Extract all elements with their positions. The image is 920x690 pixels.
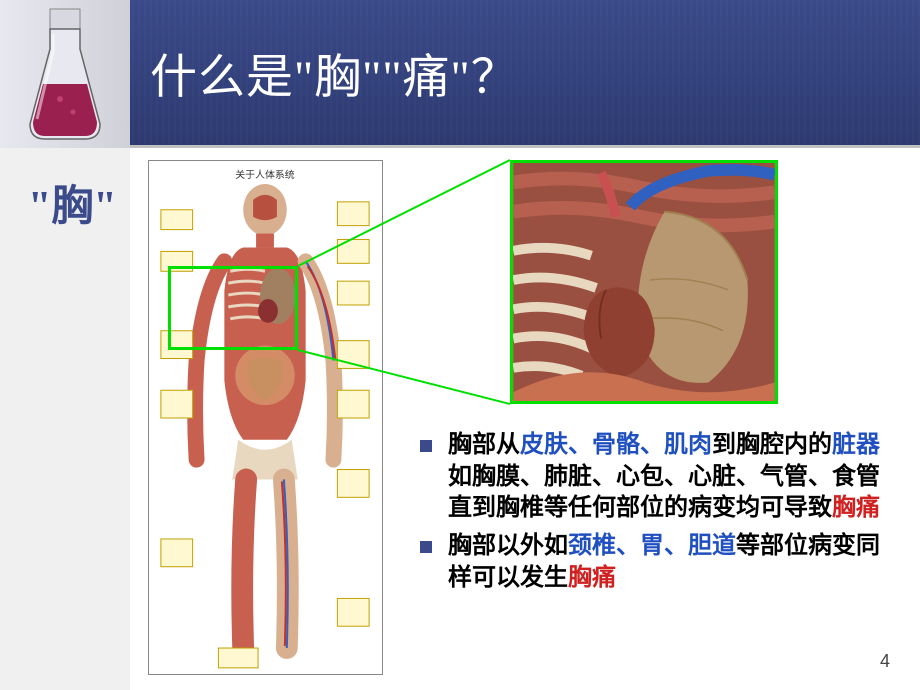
highlight-source-box: [168, 266, 298, 350]
flask-image-area: [0, 0, 130, 148]
slide-title: 什么是"胸""痛"？: [150, 38, 519, 107]
zoom-chest-svg: [513, 163, 775, 401]
slide-header: 什么是"胸""痛"？: [0, 0, 920, 148]
bullet-list: 胸部从皮肤、骨骼、肌肉到胸腔内的脏器如胸膜、肺脏、心包、心脏、气管、食管直到胸椎…: [420, 430, 900, 600]
anatomy-body-figure: 关于人体系统: [148, 160, 383, 675]
bullet-item: 胸部从皮肤、骨骼、肌肉到胸腔内的脏器如胸膜、肺脏、心包、心脏、气管、食管直到胸椎…: [420, 430, 900, 525]
bullet-text-1: 胸部从皮肤、骨骼、肌肉到胸腔内的脏器如胸膜、肺脏、心包、心脏、气管、食管直到胸椎…: [448, 430, 900, 525]
chest-label: "胸": [28, 172, 117, 233]
anatomy-title: 关于人体系统: [235, 168, 295, 181]
bullet-text-2: 胸部以外如颈椎、胃、胆道等部位病变同样可以发生胸痛: [448, 531, 900, 594]
flask-icon: [15, 4, 115, 144]
anatomy-body-svg: 关于人体系统: [149, 161, 382, 674]
anatomy-zoom-chest: [510, 160, 778, 404]
page-number: 4: [880, 651, 890, 672]
bullet-marker-icon: [420, 541, 432, 553]
bullet-marker-icon: [420, 440, 432, 452]
bullet-item: 胸部以外如颈椎、胃、胆道等部位病变同样可以发生胸痛: [420, 531, 900, 594]
